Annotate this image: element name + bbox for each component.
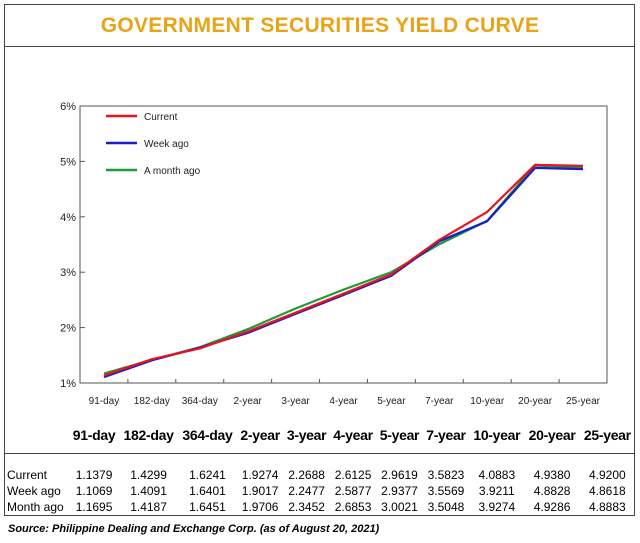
table-cell: 4.9286 (533, 500, 571, 514)
yield-data-table: 91-day 182-day 364-day 2-year 3-year 4-year 5-… (4, 415, 635, 515)
series-lines (103, 163, 584, 379)
table-row: Current 1.1379 1.4299 1.6241 1.9274 2.2688 2.6… (4, 454, 635, 484)
table-cell: 3.9211 (478, 484, 515, 498)
table-cell: 2.3452 (288, 500, 325, 514)
y-tick-label: 2% (60, 323, 76, 335)
table-cell: 1.4299 (130, 468, 167, 482)
figure-frame (4, 4, 635, 516)
plot-area (79, 105, 608, 384)
table-cell: 4.8618 (589, 484, 626, 498)
table-header-cell: 20-year (524, 415, 580, 454)
x-tick-label: 5-year (377, 396, 406, 407)
table-body: Current 1.1379 1.4299 1.6241 1.9274 2.2688 2.6… (4, 454, 635, 516)
table-cell: 2.6853 (334, 500, 372, 514)
table-cell: 4.9200 (589, 468, 626, 482)
x-tick-label: 182-day (134, 396, 170, 407)
x-tick-label: 364-day (182, 396, 218, 407)
y-tick-label: 6% (60, 101, 76, 113)
table-cell: 2.2688 (288, 468, 325, 482)
table-row-label: Current (7, 468, 48, 482)
legend-label: Current (144, 112, 178, 123)
table-cell: 4.8883 (589, 500, 626, 514)
table-row-label: Week ago (7, 484, 61, 498)
table-cell: 3.5048 (427, 500, 465, 514)
table-header-cell: 10-year (469, 415, 525, 454)
table-header-cell: 25-year (579, 415, 635, 454)
source-note: Source: Philippine Dealing and Exchange … (8, 523, 380, 535)
table-cell: 3.5823 (427, 468, 465, 482)
table-row: Week ago 1.1069 1.4091 1.6401 1.9017 2.2477 2.… (4, 483, 635, 499)
x-tick-label: 3-year (281, 396, 310, 407)
title-divider (4, 46, 635, 47)
series-line-current (103, 163, 584, 377)
table-cell: 4.8828 (533, 484, 571, 498)
table-cell: 1.9274 (241, 468, 279, 482)
table-cell: 4.0883 (478, 468, 516, 482)
x-tick-label: 4-year (329, 396, 358, 407)
table-row-label: Month ago (7, 500, 64, 514)
x-axis: 91-day 182-day 364-day 2-year 3-year 4-year 5-… (89, 379, 601, 407)
y-tick-label: 1% (60, 378, 76, 390)
y-tick-label: 3% (60, 267, 76, 279)
table-cell: 1.9706 (241, 500, 279, 514)
yield-table: 91-day 182-day 364-day 2-year 3-year 4-year 5-… (4, 415, 635, 515)
x-tick-label: 7-year (425, 396, 454, 407)
legend-label: Week ago (144, 139, 189, 150)
table-cell: 1.1069 (75, 484, 113, 498)
table-cell: 3.5569 (427, 484, 465, 498)
table-header-cell: 364-day (178, 415, 237, 454)
table-header-cell: 3-year (283, 415, 330, 454)
x-tick-label: 91-day (89, 396, 120, 407)
series-line-a-month-ago (103, 164, 584, 375)
x-tick-label: 20-year (518, 396, 553, 407)
y-axis: 1% 2% 3% 4% 5% 6% (60, 101, 85, 390)
table-cell: 2.5877 (334, 484, 372, 498)
table-cell: 1.1695 (75, 500, 113, 514)
legend: Current Week ago A month ago (106, 112, 201, 177)
x-tick-label: 25-year (566, 396, 601, 407)
y-tick-label: 4% (60, 212, 76, 224)
x-tick-label: 10-year (470, 396, 505, 407)
table-cell: 1.6451 (189, 500, 226, 514)
table-header-spacer (4, 415, 69, 454)
series-line-week-ago (103, 166, 584, 379)
table-cell: 1.6401 (189, 484, 226, 498)
chart-title: GOVERNMENT SECURITIES YIELD CURVE (100, 14, 540, 37)
table-row: Month ago 1.1695 1.4187 1.6451 1.9706 2.3452 2… (4, 499, 635, 515)
table-cell: 2.2477 (288, 484, 325, 498)
table-cell: 1.9017 (241, 484, 279, 498)
table-header-cell: 2-year (236, 415, 284, 454)
y-tick-label: 5% (60, 156, 76, 168)
table-cell: 3.9274 (478, 500, 516, 514)
table-cell: 2.9377 (381, 484, 418, 498)
table-cell: 1.1379 (75, 468, 113, 482)
x-tick-label: 2-year (234, 396, 263, 407)
table-cell: 2.9619 (381, 468, 418, 482)
table-cell: 1.6241 (189, 468, 226, 482)
table-cell: 4.9380 (533, 468, 571, 482)
table-header-row: 91-day 182-day 364-day 2-year 3-year 4-year 5-… (4, 415, 635, 454)
table-header-cell: 4-year (329, 415, 377, 454)
table-cell: 1.4091 (130, 484, 167, 498)
table-header-cell: 5-year (376, 415, 423, 454)
table-header-cell: 182-day (119, 415, 178, 454)
yield-curve-chart: 1% 2% 3% 4% 5% 6% 91-day 182-day 364-day 2-year 3… (60, 101, 608, 407)
table-cell: 2.6125 (334, 468, 372, 482)
table-header-cell: 91-day (69, 415, 120, 454)
legend-label: A month ago (144, 166, 201, 177)
table-cell: 3.0021 (381, 500, 418, 514)
table-cell: 1.4187 (130, 500, 167, 514)
table-header-cell: 7-year (422, 415, 470, 454)
